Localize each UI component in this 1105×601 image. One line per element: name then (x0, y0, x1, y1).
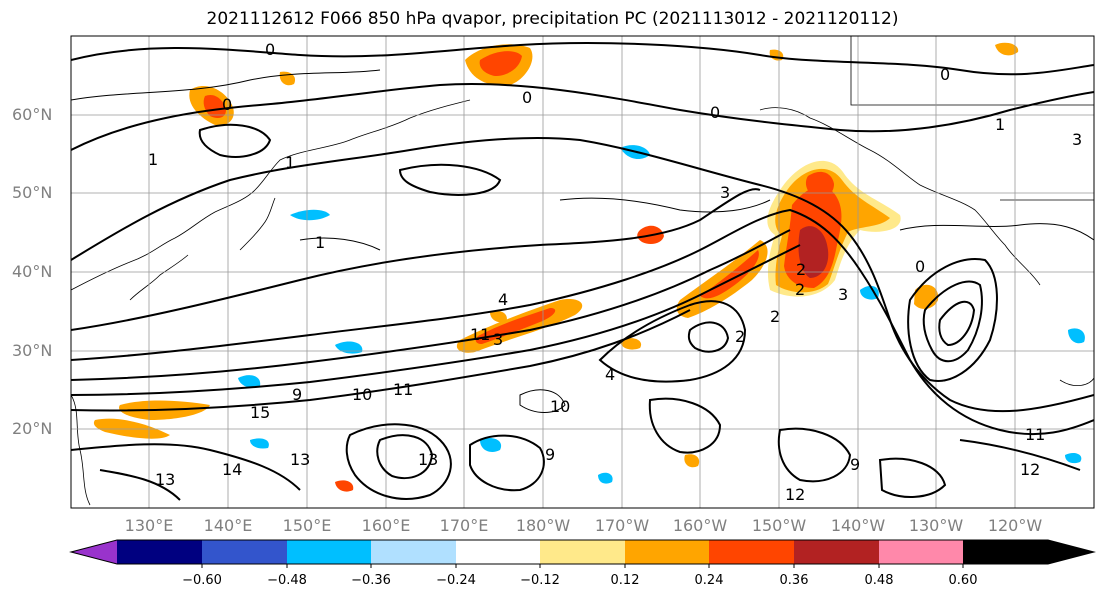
contour-label: 11 (393, 380, 413, 399)
lat-label-20n: 20°N (12, 419, 53, 438)
contour-label: 1 (148, 150, 158, 169)
contour-label: 1 (285, 153, 295, 172)
contour-label: 13 (418, 450, 438, 469)
contour-label: 0 (940, 65, 950, 84)
contour-label: 3 (493, 330, 503, 349)
contour-label: 1 (995, 115, 1005, 134)
colorbar-segment (202, 540, 287, 564)
contour-label: 1 (315, 233, 325, 252)
colorbar-segment (540, 540, 625, 564)
contour-label: 0 (710, 103, 720, 122)
map-title: 2021112612 F066 850 hPa qvapor, precipit… (206, 9, 899, 29)
colorbar-segment (794, 540, 879, 564)
lon-label-120w: 120°W (987, 516, 1043, 535)
colorbar-tick-label: −0.60 (182, 573, 222, 588)
colorbar-tick-label: −0.48 (267, 573, 307, 588)
gridlines (71, 36, 1094, 508)
contour-label: 4 (605, 365, 615, 384)
contour-label: 9 (292, 385, 302, 404)
colorbar-extend-high (963, 540, 1094, 564)
contour-label: 11 (1025, 425, 1045, 444)
lon-label-170e: 170°E (439, 516, 489, 535)
contour-label: 9 (545, 445, 555, 464)
lat-label-60n: 60°N (12, 105, 53, 124)
colorbar-segment (456, 540, 540, 564)
contour-label: 2 (735, 327, 745, 346)
colorbar-tick-label: 0.24 (694, 573, 724, 588)
colorbar-segment (879, 540, 963, 564)
precip-patch-jet (676, 240, 768, 318)
lon-label-160w: 160°W (672, 516, 728, 535)
lon-label-140w: 140°W (830, 516, 886, 535)
contour-label: 3 (720, 183, 730, 202)
contour-label: 11 (470, 325, 490, 344)
contour-label: 4 (498, 290, 508, 309)
lon-label-180w: 180°W (515, 516, 571, 535)
contour-label: 0 (222, 95, 232, 114)
colorbar-tick-label: −0.24 (436, 573, 476, 588)
plot-frame (70, 35, 1095, 509)
colorbar-tick-label: 0.60 (948, 573, 978, 588)
colorbar-extend-low (71, 540, 117, 564)
lon-label-170w: 170°W (594, 516, 650, 535)
colorbar-tick-label: 0.12 (610, 573, 640, 588)
contour-label: 12 (1020, 460, 1040, 479)
lon-label-140e: 140°E (203, 516, 253, 535)
colorbar-tick-label: −0.36 (351, 573, 391, 588)
contour-label: 3 (1072, 130, 1082, 149)
contour-label: 0 (915, 257, 925, 276)
lon-label-150w: 150°W (751, 516, 807, 535)
contour-label: 15 (250, 403, 270, 422)
lon-label-130w: 130°W (908, 516, 964, 535)
colorbar-segment (371, 540, 456, 564)
contour-labels: 0 0 0 0 0 0 1 1 1 1 2 2 2 2 3 3 3 3 4 4 … (148, 40, 1082, 504)
contour-label: 13 (155, 470, 175, 489)
contour-label: 12 (785, 485, 805, 504)
contour-label: 9 (850, 455, 860, 474)
colorbar-segment (709, 540, 794, 564)
contour-label: 2 (770, 307, 780, 326)
contour-label: 10 (352, 385, 372, 404)
contour-label: 2 (796, 260, 806, 279)
contour-label: 14 (222, 460, 242, 479)
colorbar-tick-label: 0.48 (864, 573, 894, 588)
colorbar (69, 539, 1096, 568)
contour-label: 3 (838, 285, 848, 304)
colorbar-segment (625, 540, 709, 564)
colorbar-segment (287, 540, 371, 564)
contour-label: 2 (795, 280, 805, 299)
qvapor-contours-thin (71, 69, 1094, 413)
contour-label: 13 (290, 450, 310, 469)
colorbar-segment (117, 540, 202, 564)
lon-label-130e: 130°E (124, 516, 174, 535)
contour-label: 10 (550, 397, 570, 416)
colorbar-tick-label: 0.36 (779, 573, 809, 588)
contour-label: 0 (265, 40, 275, 59)
lon-label-160e: 160°E (361, 516, 411, 535)
lat-label-30n: 30°N (12, 341, 53, 360)
lat-label-50n: 50°N (12, 183, 53, 202)
colorbar-tick-label: −0.12 (520, 573, 560, 588)
lon-label-150e: 150°E (282, 516, 332, 535)
contour-label: 0 (522, 88, 532, 107)
lat-label-40n: 40°N (12, 262, 53, 281)
qvapor-contours (71, 42, 1094, 501)
